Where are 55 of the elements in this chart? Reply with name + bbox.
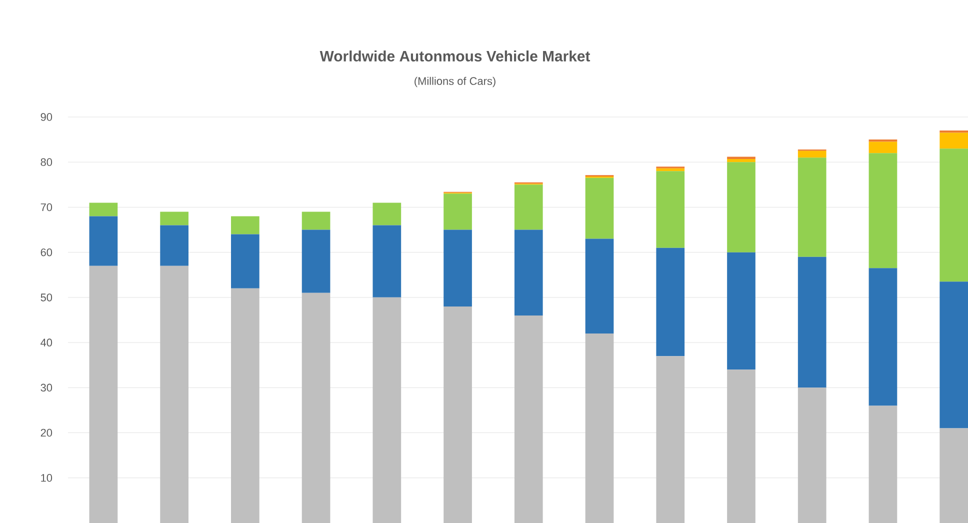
bar bbox=[585, 238, 614, 334]
bar bbox=[302, 292, 330, 523]
bar bbox=[160, 266, 188, 523]
bar bbox=[656, 168, 685, 172]
bar bbox=[727, 252, 756, 370]
bar bbox=[727, 370, 756, 523]
bar bbox=[372, 297, 402, 523]
bar bbox=[302, 230, 330, 293]
bar bbox=[868, 268, 898, 406]
y-tick-label: 70 bbox=[40, 203, 52, 212]
bar bbox=[868, 406, 898, 523]
bar bbox=[656, 171, 685, 248]
bar bbox=[656, 248, 685, 356]
bar bbox=[798, 150, 826, 158]
bar bbox=[302, 212, 330, 230]
bar bbox=[940, 282, 968, 428]
bar bbox=[727, 158, 756, 162]
bar bbox=[160, 225, 188, 266]
bar bbox=[514, 315, 543, 523]
bar bbox=[585, 334, 614, 523]
bar bbox=[798, 256, 826, 388]
y-tick-label: 30 bbox=[40, 384, 52, 392]
bar bbox=[444, 306, 472, 523]
bar bbox=[231, 216, 260, 234]
bar bbox=[798, 388, 826, 523]
bar bbox=[372, 202, 402, 226]
bar bbox=[940, 132, 968, 149]
bar bbox=[514, 230, 543, 316]
bar bbox=[231, 288, 260, 523]
y-tick-label: 10 bbox=[41, 474, 52, 482]
bar bbox=[89, 266, 118, 523]
bar bbox=[160, 212, 188, 226]
bar bbox=[940, 148, 968, 282]
bar bbox=[89, 216, 118, 266]
chart-subtitle: (Millions of Cars) bbox=[414, 76, 496, 88]
bar bbox=[798, 158, 826, 257]
y-tick-label: 20 bbox=[40, 428, 52, 437]
bar bbox=[231, 234, 260, 288]
bar bbox=[656, 356, 685, 523]
bar bbox=[372, 225, 402, 298]
bar bbox=[444, 194, 472, 230]
y-tick-label: 80 bbox=[40, 158, 52, 166]
bar bbox=[868, 142, 898, 154]
bar bbox=[727, 162, 756, 252]
bar bbox=[89, 202, 118, 216]
bar bbox=[514, 184, 543, 230]
bar bbox=[940, 428, 968, 523]
bar bbox=[868, 153, 898, 268]
y-tick-label: 60 bbox=[40, 248, 52, 256]
bar bbox=[585, 178, 614, 239]
chart-title: Worldwide Autonmous Vehicle Market bbox=[320, 50, 590, 62]
bar bbox=[444, 230, 472, 306]
y-tick-label: 40 bbox=[40, 338, 52, 346]
y-tick-label: 50 bbox=[40, 294, 52, 302]
y-tick-label: 90 bbox=[40, 113, 52, 121]
